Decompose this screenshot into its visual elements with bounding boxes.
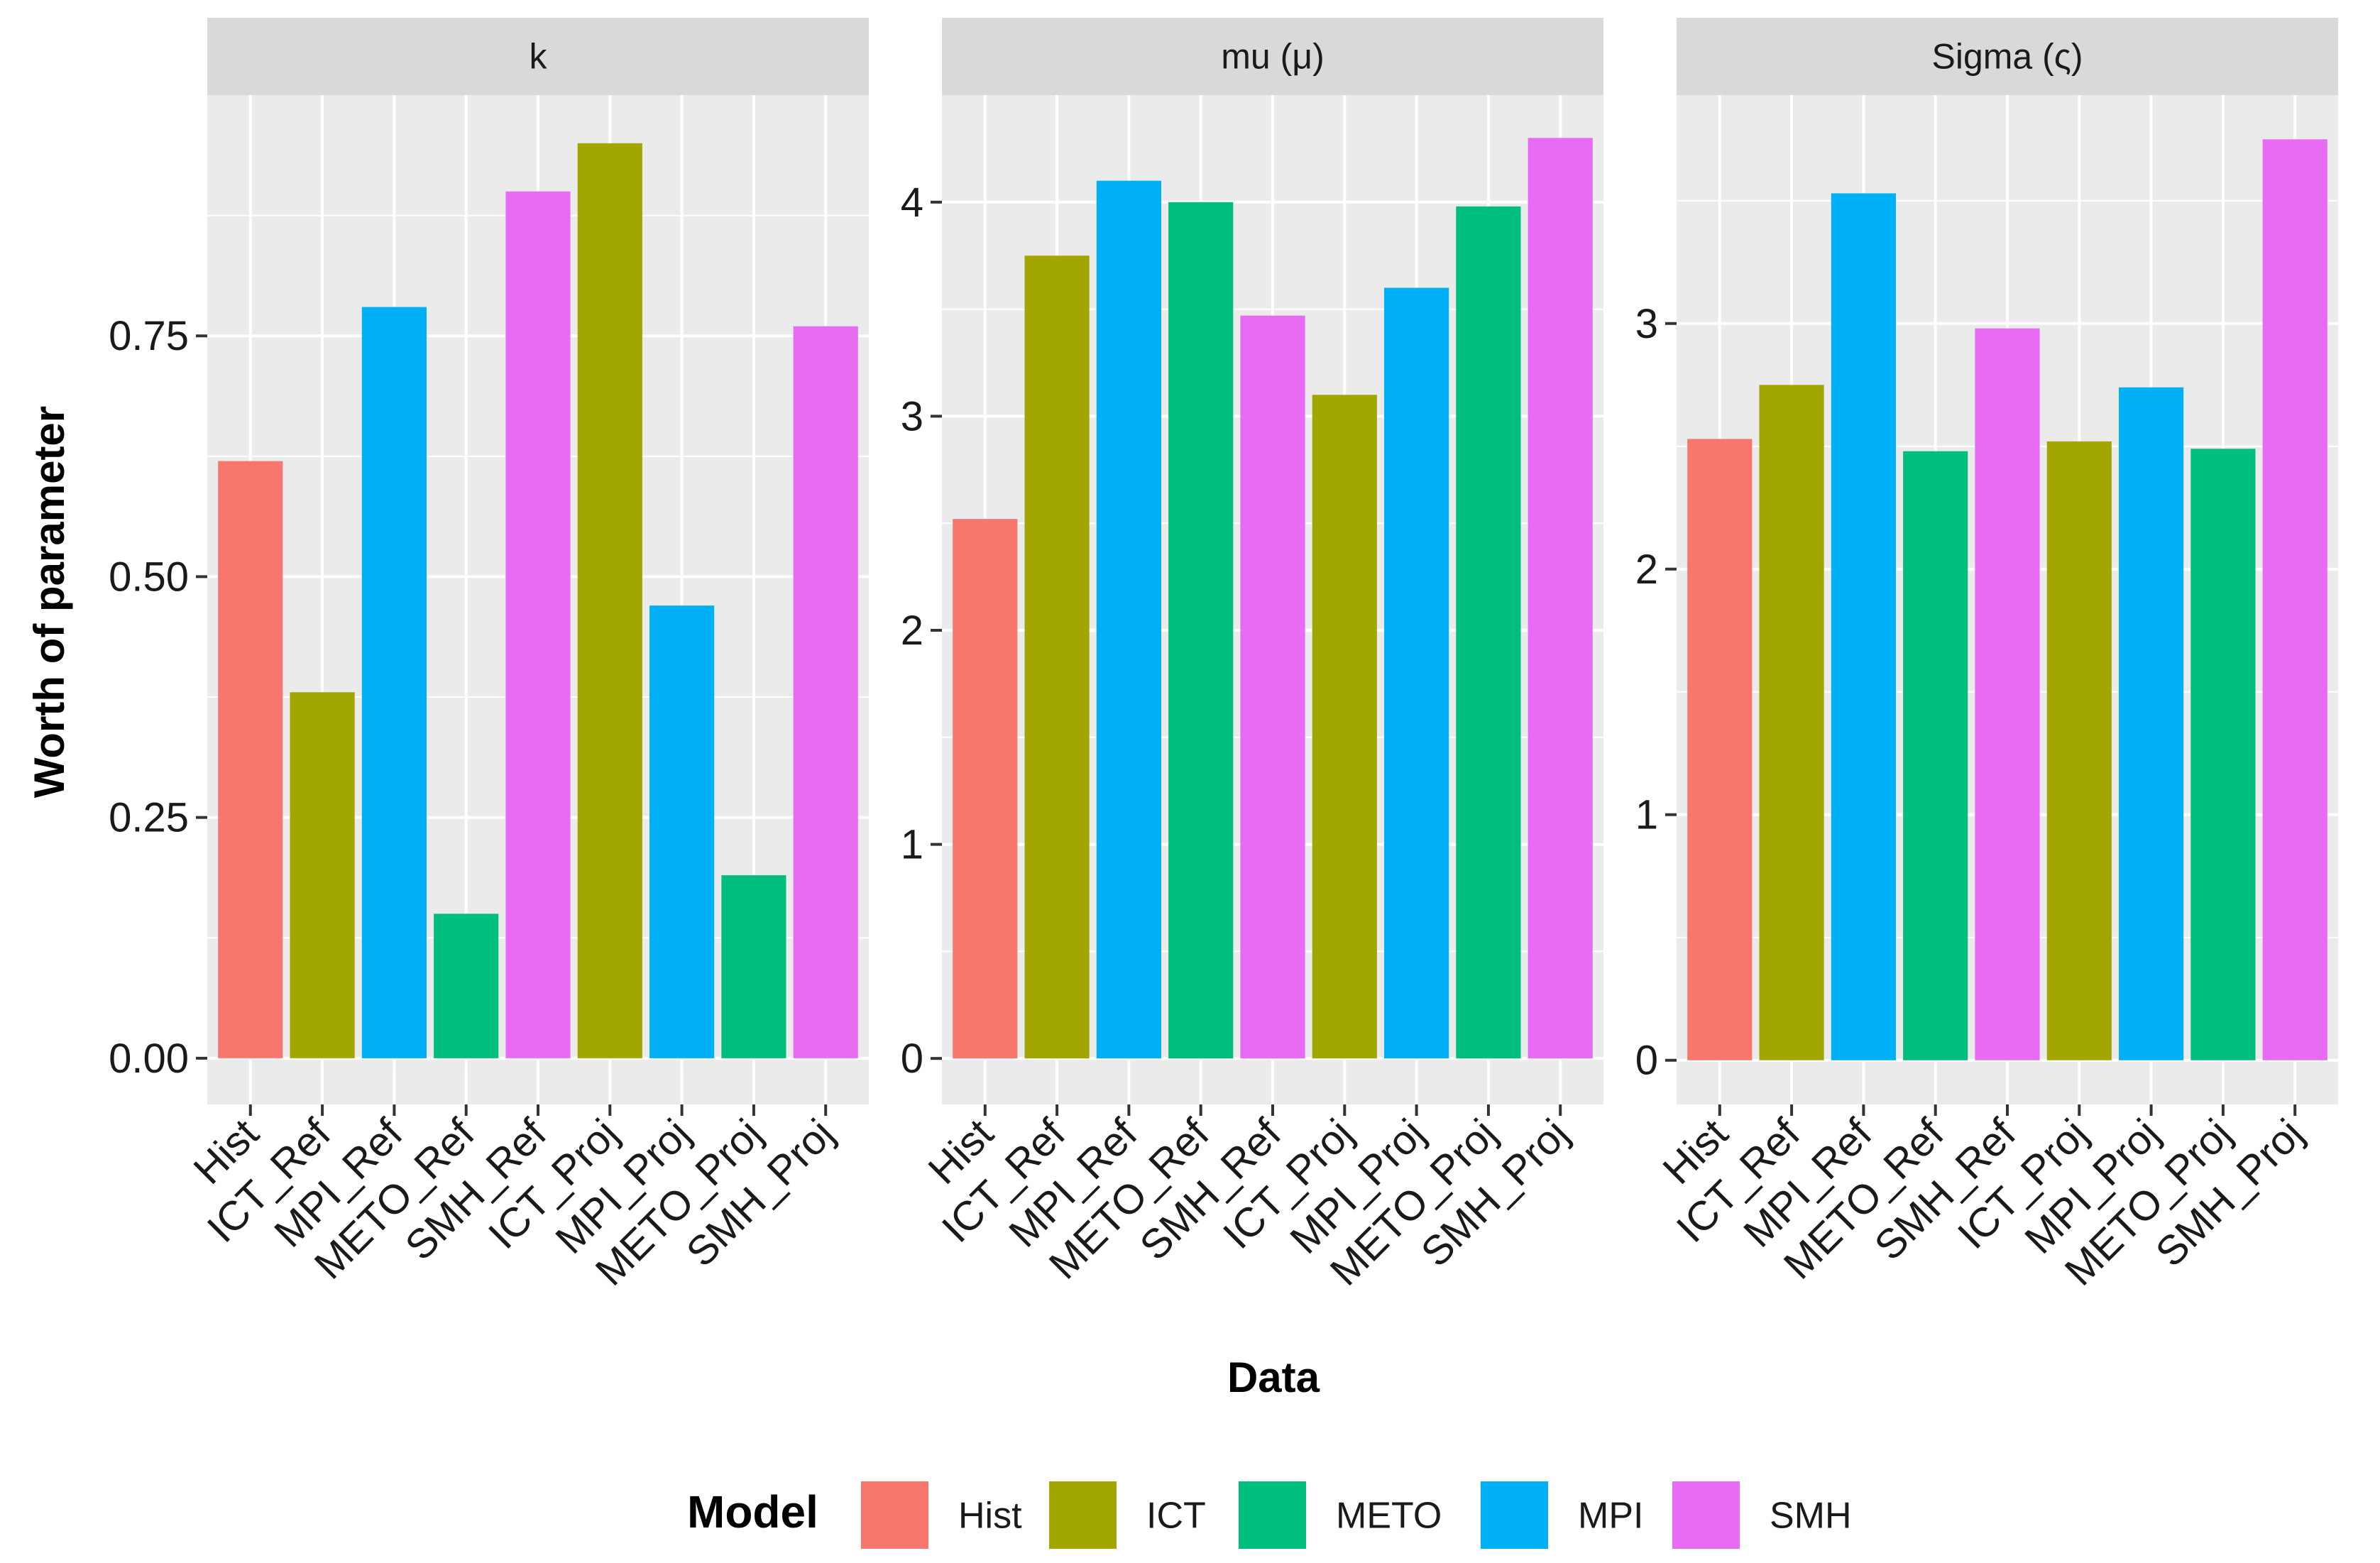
legend-label-smh: SMH	[1770, 1496, 1852, 1537]
y-tick-label: 0.25	[109, 795, 189, 841]
facet-title: k	[530, 37, 548, 77]
bar-ict-proj	[2046, 441, 2112, 1060]
y-tick-label: 1	[1635, 792, 1658, 838]
bar-ict-ref	[1759, 385, 1824, 1060]
bar-ict-ref	[290, 692, 355, 1058]
y-tick-label: 0.00	[109, 1036, 189, 1082]
facet-title: mu (μ)	[1221, 37, 1324, 77]
legend-title: Model	[687, 1486, 818, 1537]
bar-ict-proj	[577, 143, 642, 1058]
bar-meto-proj	[721, 875, 786, 1058]
bar-mpi-ref	[1831, 193, 1896, 1060]
bar-smh-proj	[1528, 138, 1593, 1059]
bar-smh-ref	[505, 191, 571, 1058]
y-tick-label: 0	[1635, 1038, 1658, 1084]
legend-key-meto	[1239, 1481, 1306, 1549]
legend-key-hist	[861, 1481, 928, 1549]
legend-key-ict	[1049, 1481, 1117, 1549]
bar-smh-proj	[2262, 139, 2327, 1060]
y-axis-label: Worth of parameter	[26, 406, 73, 798]
legend-label-meto: METO	[1336, 1496, 1442, 1537]
legend-label-ict: ICT	[1146, 1496, 1206, 1537]
bar-mpi-proj	[649, 605, 715, 1058]
facet-strip	[207, 18, 869, 95]
bar-meto-ref	[434, 914, 499, 1058]
facet-strip	[1677, 18, 2338, 95]
bar-meto-proj	[1456, 206, 1521, 1059]
bar-smh-proj	[793, 326, 858, 1058]
y-tick-label: 3	[901, 393, 923, 439]
y-tick-label: 0.75	[109, 313, 189, 359]
legend-label-mpi: MPI	[1578, 1496, 1643, 1537]
bar-meto-ref	[1903, 451, 1968, 1060]
bar-hist	[953, 519, 1018, 1059]
y-tick-label: 0.50	[109, 554, 189, 600]
bar-mpi-proj	[1384, 287, 1449, 1059]
bar-meto-ref	[1168, 202, 1234, 1059]
legend-key-smh	[1672, 1481, 1740, 1549]
bar-mpi-ref	[1096, 180, 1161, 1059]
y-tick-label: 1	[901, 822, 923, 868]
legend-label-hist: Hist	[958, 1496, 1022, 1537]
y-tick-label: 4	[901, 180, 923, 226]
bar-mpi-proj	[2119, 387, 2184, 1060]
y-tick-label: 3	[1635, 301, 1658, 347]
bar-ict-proj	[1312, 395, 1377, 1059]
legend-key-mpi	[1481, 1481, 1548, 1549]
bar-meto-proj	[2190, 449, 2256, 1060]
bar-ict-ref	[1024, 256, 1090, 1059]
y-tick-label: 2	[901, 608, 923, 654]
y-tick-label: 2	[1635, 547, 1658, 593]
y-tick-label: 0	[901, 1036, 923, 1082]
bar-mpi-ref	[361, 307, 427, 1058]
x-axis-label: Data	[1227, 1354, 1320, 1401]
facet-title: Sigma (ς)	[1931, 37, 2083, 77]
facet-strip	[942, 18, 1603, 95]
bar-hist	[218, 461, 283, 1058]
bar-smh-ref	[1240, 315, 1305, 1059]
bar-smh-ref	[1975, 328, 2040, 1060]
bar-hist	[1687, 439, 1753, 1060]
